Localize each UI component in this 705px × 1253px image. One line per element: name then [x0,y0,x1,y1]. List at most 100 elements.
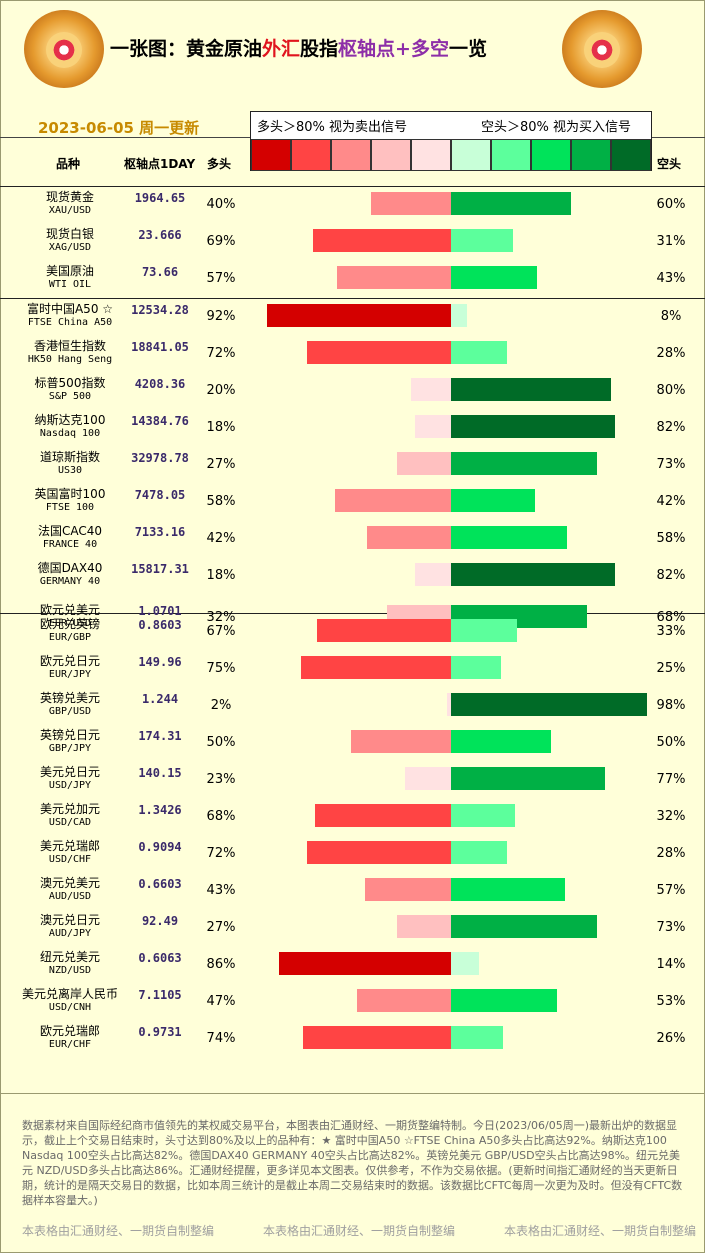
pivot-value: 1.3426 [138,803,182,817]
page-title: 一张图：黄金原油外汇股指枢轴点+多空一览 [110,34,487,61]
long-percent-label: 27% [206,920,236,935]
instrument-name-cn: 德国DAX40 [37,561,103,575]
instrument-name-cn: 美元兑离岸人民币 [21,987,118,1001]
long-bar [397,452,451,475]
short-bar [451,378,611,401]
long-percent-label: 86% [206,957,236,972]
long-percent-label: 23% [206,772,236,787]
pivot-value: 7.1105 [138,988,182,1002]
instrument-name-en: FTSE China A50 [27,317,113,328]
long-bar [367,526,451,549]
instrument-name-en: FTSE 100 [45,502,95,513]
table-row: 香港恒生指数 HK50 Hang Seng 18841.05 72% 28% [0,337,705,374]
footer-credit: 本表格由汇通财经、一期货自制整编 [504,1224,697,1238]
table-row: 欧元兑日元 EUR/JPY 149.96 75% 25% [0,652,705,689]
instrument-name-en: Nasdaq 100 [39,428,101,439]
table-row: 道琼斯指数 US30 32978.78 27% 73% [0,448,705,485]
short-percent-label: 80% [656,383,686,398]
short-percent-label: 98% [656,698,686,713]
instrument-name: 德国DAX40 GERMANY 40 [0,561,140,589]
long-bar [267,304,451,327]
long-bar [405,767,451,790]
instrument-name: 现货黄金 XAU/USD [0,190,140,218]
instrument-name: 澳元兑日元 AUD/JPY [0,913,140,941]
instrument-name: 欧元兑美元 EUR/USD [0,603,140,631]
instrument-name: 富时中国A50 ☆ FTSE China A50 [0,302,140,330]
instrument-name-cn: 欧元兑日元 [39,654,100,668]
instrument-name-cn: 标普500指数 [34,376,106,390]
instrument-name: 美元兑瑞郎 USD/CHF [0,839,140,867]
short-bar [451,1026,503,1049]
instrument-name-en: AUD/USD [48,891,92,902]
short-percent-label: 42% [656,494,686,509]
instrument-name: 美国原油 WTI OIL [0,264,140,292]
legend-swatch [571,139,611,171]
table-row: 英国富时100 FTSE 100 7478.05 58% 42% [0,485,705,522]
title-part-4: 枢轴点+多空 [338,38,449,60]
short-percent-label: 82% [656,568,686,583]
long-percent-label: 74% [206,1031,236,1046]
short-percent-label: 33% [656,624,686,639]
legend-swatch [531,139,571,171]
instrument-name-cn: 纽元兑美元 [39,950,100,964]
long-bar [337,266,451,289]
long-percent-label: 69% [206,234,236,249]
lotus-logo-left-icon [24,10,104,88]
long-percent-label: 92% [206,309,236,324]
long-percent-label: 72% [206,846,236,861]
instrument-name-en: EUR/JPY [48,669,92,680]
table-row: 美元兑离岸人民币 USD/CNH 7.1105 47% 53% [0,985,705,1022]
pivot-value: 73.66 [141,265,179,279]
instrument-name-en: US30 [57,465,83,476]
short-percent-label: 31% [656,234,686,249]
instrument-name-cn: 美国原油 [45,264,94,278]
instrument-name-en: XAU/USD [48,205,92,216]
pivot-value: 4208.36 [134,377,186,391]
short-bar [451,915,597,938]
column-header-short: 空头 [657,157,682,171]
short-percent-label: 53% [656,994,686,1009]
short-bar [451,619,517,642]
footer [0,1093,705,1253]
short-percent-label: 60% [656,197,686,212]
title-part-5: 一览 [448,38,487,60]
long-bar [279,952,451,975]
long-bar [411,378,451,401]
long-bar [335,489,451,512]
long-percent-label: 67% [206,624,236,639]
short-bar [451,341,507,364]
long-percent-label: 75% [206,661,236,676]
footer-credit: 本表格由汇通财经、一期货自制整编 [22,1224,215,1238]
column-header-pivot: 枢轴点1DAY [124,157,196,171]
instrument-name: 英镑兑美元 GBP/USD [0,691,140,719]
short-percent-label: 68% [656,610,686,625]
short-percent-label: 58% [656,531,686,546]
pivot-value: 1964.65 [134,191,186,205]
instrument-name-cn: 英镑兑美元 [39,691,100,705]
short-percent-label: 26% [656,1031,686,1046]
short-percent-label: 25% [656,661,686,676]
table-row: 澳元兑美元 AUD/USD 0.6603 43% 57% [0,874,705,911]
legend-swatch [611,139,651,171]
instrument-name: 欧元兑日元 EUR/JPY [0,654,140,682]
section-divider [0,186,705,187]
legend-swatch [491,139,531,171]
pivot-value: 1.0701 [138,604,182,618]
instrument-name-cn: 纳斯达克100 [34,413,106,427]
legend-left-text: 多头＞80% 视为卖出信号 [257,120,408,135]
instrument-name-en: NZD/USD [48,965,92,976]
long-bar [317,619,451,642]
table-row: 澳元兑日元 AUD/JPY 92.49 27% 73% [0,911,705,948]
instrument-name-cn: 澳元兑美元 [39,876,100,890]
short-bar [451,952,479,975]
instrument-name-cn: 美元兑日元 [39,765,100,779]
instrument-name-cn: 现货白银 [45,227,94,241]
pivot-value: 0.9731 [138,1025,182,1039]
short-percent-label: 77% [656,772,686,787]
pivot-value: 0.9094 [138,840,182,854]
table-row: 标普500指数 S&P 500 4208.36 20% 80% [0,374,705,411]
long-percent-label: 18% [206,420,236,435]
column-header-name: 品种 [56,157,81,171]
short-percent-label: 14% [656,957,686,972]
short-bar [451,841,507,864]
